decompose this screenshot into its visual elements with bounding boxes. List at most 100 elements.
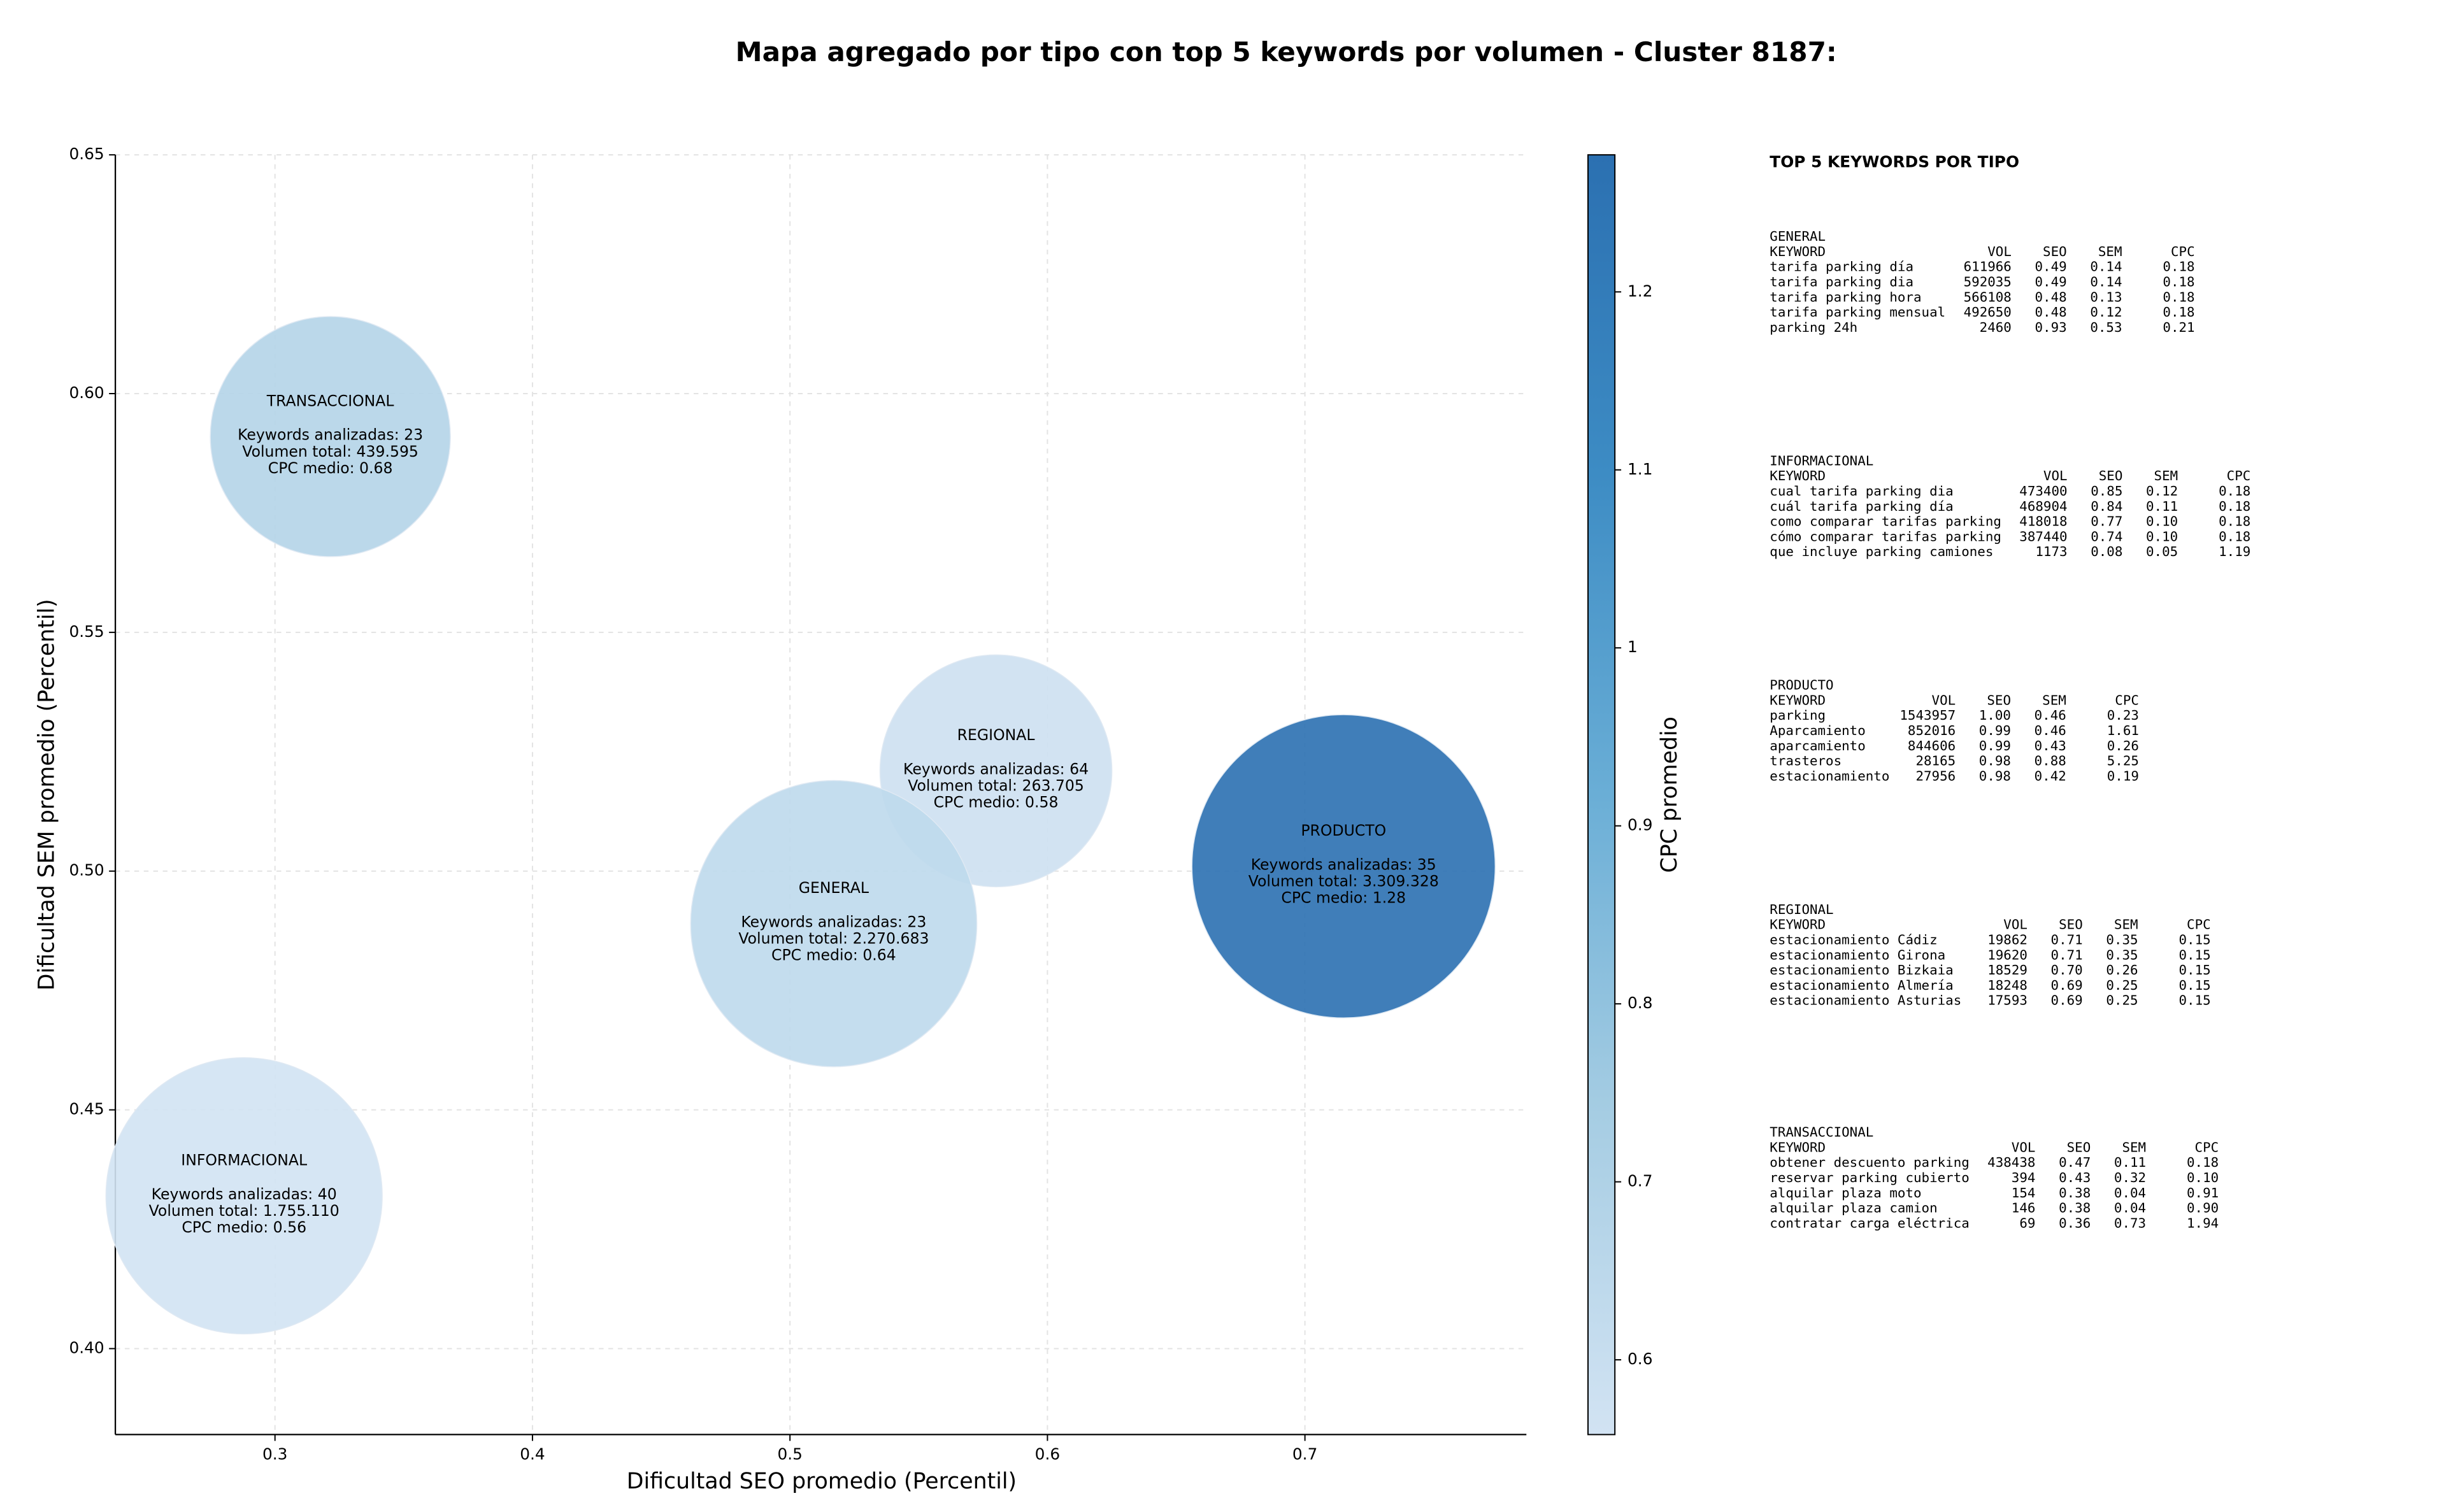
bubble-stat: Volumen total: 439.595 bbox=[242, 443, 418, 460]
colorbar-tick-label: 0.7 bbox=[1627, 1172, 1652, 1190]
table-cell: 0.36 bbox=[2059, 1216, 2091, 1231]
table-cell: 19862 bbox=[1987, 932, 2028, 947]
table-cell: 0.26 bbox=[2107, 738, 2139, 753]
table-cell: 0.98 bbox=[1979, 753, 2011, 769]
table-cell: 438438 bbox=[1987, 1155, 2035, 1170]
table-cell: 2460 bbox=[1980, 320, 2012, 335]
table-cell: 0.13 bbox=[2090, 289, 2122, 304]
table-header: SEM bbox=[2154, 468, 2178, 483]
table-cell: 1.61 bbox=[2107, 723, 2139, 738]
table-cell: 0.35 bbox=[2106, 932, 2138, 947]
table-cell: 0.18 bbox=[2219, 514, 2250, 529]
table-cell: 0.93 bbox=[2035, 320, 2067, 335]
table-cell: 0.90 bbox=[2187, 1201, 2219, 1216]
y-tick-label: 0.55 bbox=[69, 622, 104, 641]
bubble bbox=[1191, 714, 1496, 1019]
table-cell: 0.71 bbox=[2051, 932, 2083, 947]
table-cell: 0.91 bbox=[2187, 1185, 2219, 1201]
table-cell: contratar carga eléctrica bbox=[1770, 1216, 1969, 1231]
section-name: GENERAL bbox=[1770, 229, 1826, 244]
table-cell: 0.08 bbox=[2091, 544, 2122, 559]
bubble-stat: Keywords analizadas: 23 bbox=[238, 426, 423, 444]
colorbar-tick-label: 1.2 bbox=[1627, 282, 1652, 300]
table-cell: 844606 bbox=[1908, 738, 1956, 753]
table-header: CPC bbox=[2115, 692, 2139, 708]
table-header: VOL bbox=[2043, 468, 2068, 483]
table-cell: 0.35 bbox=[2106, 947, 2138, 962]
table-cell: 0.49 bbox=[2035, 275, 2067, 290]
table-cell: 18529 bbox=[1987, 962, 2028, 978]
table-header: SEO bbox=[2059, 917, 2083, 932]
table-cell: que incluye parking camiones bbox=[1770, 544, 1993, 559]
table-cell: 0.69 bbox=[2051, 978, 2083, 993]
table-header: KEYWORD bbox=[1770, 244, 1826, 259]
bubble-stat: Keywords analizadas: 23 bbox=[741, 913, 926, 931]
table-cell: 0.99 bbox=[1979, 738, 2011, 753]
table-cell: 566108 bbox=[1964, 289, 2012, 304]
bubble-stat: CPC medio: 1.28 bbox=[1281, 889, 1406, 907]
table-header: SEO bbox=[2043, 244, 2067, 259]
table-cell: 0.46 bbox=[2035, 723, 2066, 738]
table-header: SEM bbox=[2042, 692, 2066, 708]
table-cell: 0.15 bbox=[2179, 932, 2211, 947]
table-cell: 0.12 bbox=[2146, 483, 2178, 499]
table-cell: 0.84 bbox=[2091, 499, 2122, 514]
table-cell: aparcamiento bbox=[1770, 738, 1865, 753]
x-tick-label: 0.4 bbox=[520, 1445, 545, 1464]
table-cell: 0.04 bbox=[2114, 1201, 2146, 1216]
colorbar-tick-label: 0.8 bbox=[1627, 994, 1652, 1012]
bubble-stat: Keywords analizadas: 35 bbox=[1251, 855, 1436, 873]
table-cell: 387440 bbox=[2019, 529, 2067, 544]
table-cell: Aparcamiento bbox=[1770, 723, 1865, 738]
table-cell: 0.32 bbox=[2114, 1170, 2146, 1185]
colorbar-tick-label: 1 bbox=[1627, 638, 1638, 656]
table-cell: 611966 bbox=[1964, 259, 2012, 275]
table-cell: 146 bbox=[2012, 1201, 2036, 1216]
table-cell: 0.85 bbox=[2091, 483, 2122, 499]
table-cell: parking bbox=[1770, 708, 1826, 723]
table-cell: 5.25 bbox=[2107, 753, 2139, 769]
table-cell: 0.19 bbox=[2107, 768, 2139, 783]
table-header: CPC bbox=[2195, 1139, 2219, 1155]
table-cell: 0.18 bbox=[2163, 304, 2194, 320]
table-header: CPC bbox=[2227, 468, 2251, 483]
table-header: KEYWORD bbox=[1770, 917, 1826, 932]
table-cell: 19620 bbox=[1987, 947, 2028, 962]
table-cell: 0.43 bbox=[2035, 738, 2066, 753]
y-tick-label: 0.40 bbox=[69, 1338, 104, 1357]
table-header: KEYWORD bbox=[1770, 1139, 1826, 1155]
bubble-stat: Volumen total: 1.755.110 bbox=[149, 1202, 340, 1220]
table-cell: 0.14 bbox=[2090, 259, 2122, 275]
chart-title: Mapa agregado por tipo con top 5 keyword… bbox=[736, 36, 1837, 68]
table-header: VOL bbox=[1932, 692, 1956, 708]
table-cell: 1543957 bbox=[1899, 708, 1956, 723]
table-cell: 418018 bbox=[2019, 514, 2067, 529]
table-cell: 0.11 bbox=[2114, 1155, 2146, 1170]
table-header: SEO bbox=[2099, 468, 2123, 483]
colorbar-tick-label: 1.1 bbox=[1627, 460, 1652, 478]
table-cell: trasteros bbox=[1770, 753, 1842, 769]
table-cell: 0.70 bbox=[2051, 962, 2083, 978]
table-cell: 0.53 bbox=[2090, 320, 2122, 335]
table-cell: 0.43 bbox=[2059, 1170, 2091, 1185]
bubble-label: PRODUCTO bbox=[1301, 822, 1386, 839]
table-cell: 1.00 bbox=[1979, 708, 2011, 723]
table-cell: 0.18 bbox=[2219, 529, 2250, 544]
table-cell: 0.11 bbox=[2146, 499, 2178, 514]
table-cell: 0.10 bbox=[2146, 514, 2178, 529]
table-cell: estacionamiento Bizkaia bbox=[1770, 962, 1953, 978]
x-tick-label: 0.7 bbox=[1292, 1445, 1317, 1464]
colorbar-tick-label: 0.9 bbox=[1627, 816, 1652, 834]
table-header: CPC bbox=[2171, 244, 2195, 259]
section-name: INFORMACIONAL bbox=[1770, 453, 1873, 468]
bubble-stat: CPC medio: 0.58 bbox=[934, 794, 1059, 811]
table-cell: estacionamiento Asturias bbox=[1770, 993, 1961, 1008]
table-cell: 27956 bbox=[1915, 768, 1956, 783]
table-header: SEO bbox=[1987, 692, 2011, 708]
table-cell: 0.25 bbox=[2106, 978, 2138, 993]
table-header: SEM bbox=[2114, 917, 2138, 932]
table-header: KEYWORD bbox=[1770, 692, 1826, 708]
table-cell: 0.38 bbox=[2059, 1185, 2091, 1201]
table-cell: 592035 bbox=[1964, 275, 2012, 290]
